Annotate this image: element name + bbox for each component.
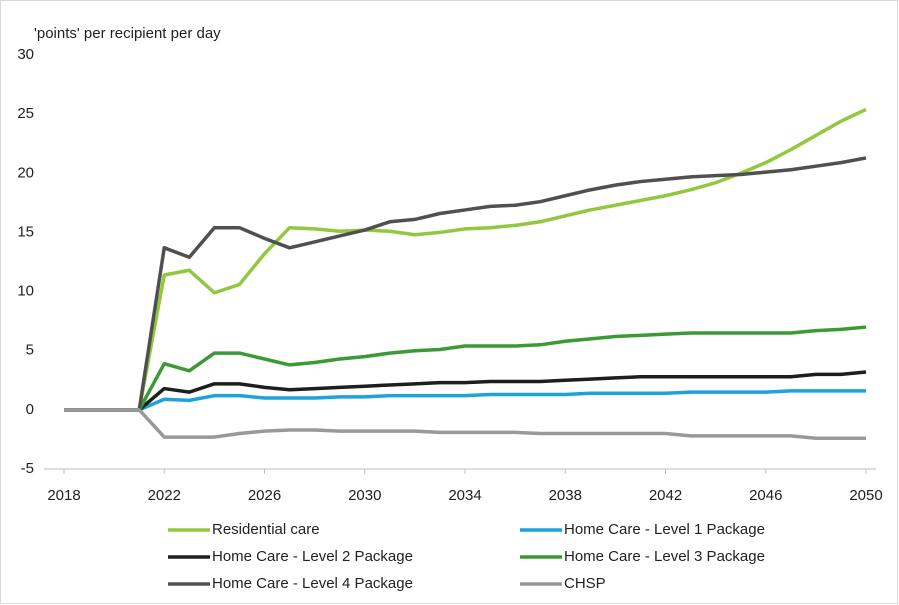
x-tick-label: 2038	[549, 487, 582, 504]
x-tick-label: 2034	[448, 487, 481, 504]
legend-label: Home Care - Level 2 Package	[212, 548, 413, 565]
legend-label: Home Care - Level 3 Package	[564, 548, 765, 565]
series-line	[64, 325, 867, 412]
series-line	[64, 370, 867, 412]
y-tick-label: 5	[26, 342, 34, 359]
legend-label: Residential care	[212, 521, 320, 538]
y-tick-label: 10	[17, 283, 34, 300]
y-tick-label: -5	[21, 460, 34, 477]
y-tick-label: 15	[17, 223, 34, 240]
series-line	[64, 156, 867, 412]
legend-label: Home Care - Level 4 Package	[212, 575, 413, 592]
y-tick-label: 25	[17, 105, 34, 122]
x-tick-label: 2046	[749, 487, 782, 504]
x-tick-label: 2022	[148, 487, 181, 504]
x-tick-label: 2042	[649, 487, 682, 504]
legend-label: CHSP	[564, 575, 606, 592]
series-line	[64, 408, 866, 440]
x-tick-label: 2050	[849, 487, 882, 504]
y-axis-label: 'points' per recipient per day	[34, 25, 221, 42]
series-line	[64, 389, 866, 412]
y-tick-label: 20	[17, 164, 34, 181]
x-tick-label: 2030	[348, 487, 381, 504]
y-tick-label: 30	[17, 46, 34, 63]
y-tick-label: 0	[26, 401, 34, 418]
x-tick-label: 2018	[47, 487, 80, 504]
x-tick-label: 2026	[248, 487, 281, 504]
legend-label: Home Care - Level 1 Package	[564, 521, 765, 538]
